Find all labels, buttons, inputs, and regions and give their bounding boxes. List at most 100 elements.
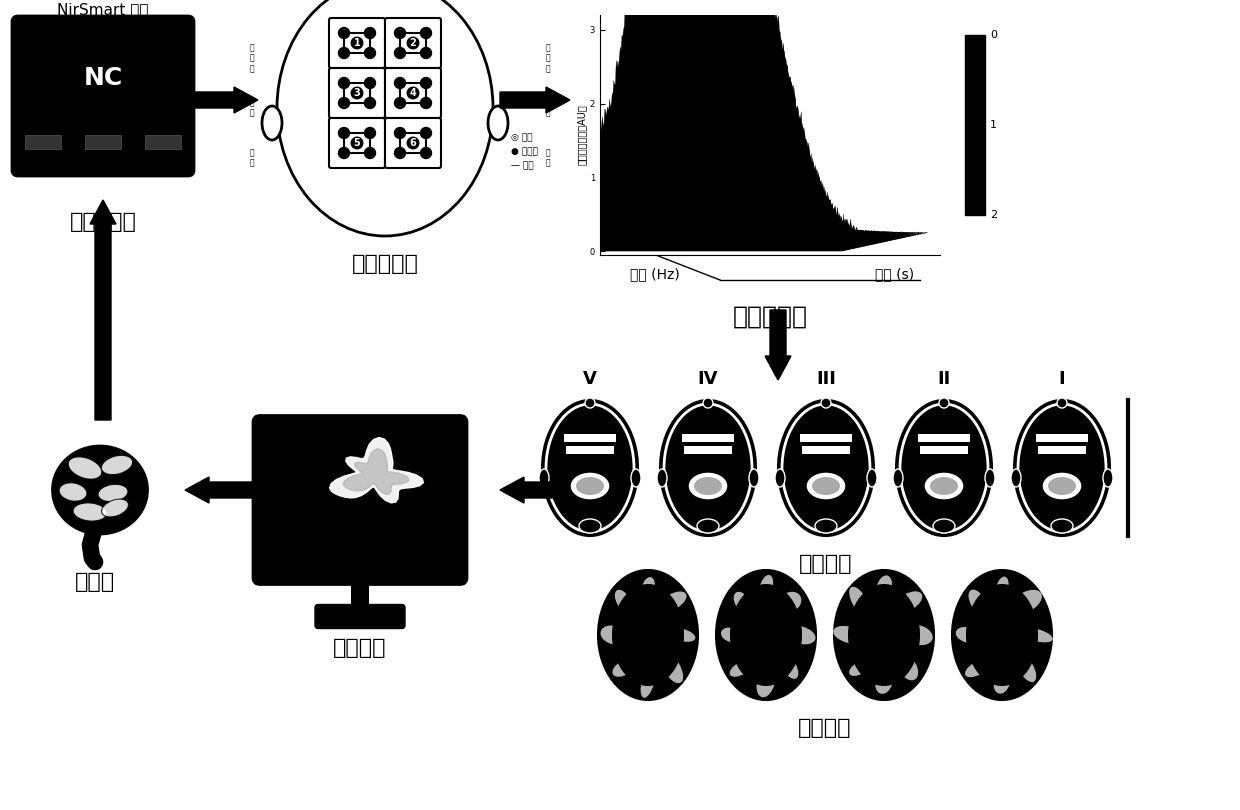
FancyArrow shape bbox=[185, 477, 255, 503]
Ellipse shape bbox=[815, 519, 837, 533]
Polygon shape bbox=[343, 449, 409, 495]
Text: 6: 6 bbox=[409, 138, 417, 148]
Ellipse shape bbox=[1014, 400, 1110, 536]
Circle shape bbox=[339, 147, 350, 159]
Ellipse shape bbox=[897, 400, 992, 536]
Text: 时间 (s): 时间 (s) bbox=[875, 267, 915, 281]
Ellipse shape bbox=[613, 659, 635, 677]
Ellipse shape bbox=[730, 659, 754, 676]
Circle shape bbox=[394, 147, 405, 159]
Bar bbox=[918, 434, 970, 442]
Circle shape bbox=[420, 28, 432, 39]
Ellipse shape bbox=[102, 455, 133, 475]
Text: 2: 2 bbox=[990, 210, 997, 220]
Text: 反馈界面: 反馈界面 bbox=[334, 637, 387, 658]
FancyArrow shape bbox=[765, 310, 791, 380]
Ellipse shape bbox=[730, 584, 802, 686]
Ellipse shape bbox=[734, 592, 750, 612]
Ellipse shape bbox=[812, 477, 839, 495]
Ellipse shape bbox=[904, 625, 932, 645]
Circle shape bbox=[1056, 398, 1066, 408]
Bar bbox=[145, 135, 181, 149]
Bar bbox=[25, 135, 61, 149]
Circle shape bbox=[420, 127, 432, 139]
Ellipse shape bbox=[833, 626, 867, 644]
FancyBboxPatch shape bbox=[329, 18, 384, 68]
Ellipse shape bbox=[1048, 477, 1076, 495]
Ellipse shape bbox=[1011, 590, 1042, 614]
Bar bbox=[800, 434, 852, 442]
Ellipse shape bbox=[966, 584, 1038, 686]
FancyBboxPatch shape bbox=[384, 68, 441, 118]
FancyBboxPatch shape bbox=[384, 18, 441, 68]
Ellipse shape bbox=[600, 625, 627, 645]
Ellipse shape bbox=[539, 469, 549, 487]
Ellipse shape bbox=[985, 469, 994, 487]
Ellipse shape bbox=[849, 660, 870, 676]
Circle shape bbox=[420, 97, 432, 109]
Ellipse shape bbox=[759, 575, 774, 602]
Text: 3: 3 bbox=[353, 88, 361, 98]
Ellipse shape bbox=[98, 484, 128, 501]
Text: 1: 1 bbox=[353, 38, 361, 48]
Text: 右
枕: 右 枕 bbox=[546, 148, 551, 168]
Circle shape bbox=[339, 78, 350, 88]
FancyBboxPatch shape bbox=[315, 604, 405, 629]
Ellipse shape bbox=[867, 469, 877, 487]
Ellipse shape bbox=[875, 670, 893, 694]
Ellipse shape bbox=[489, 106, 508, 140]
Bar bbox=[920, 446, 968, 454]
Text: 近红外设备: 近红外设备 bbox=[69, 212, 136, 232]
Ellipse shape bbox=[598, 570, 698, 700]
FancyBboxPatch shape bbox=[253, 416, 467, 585]
Ellipse shape bbox=[965, 659, 991, 677]
Ellipse shape bbox=[782, 657, 799, 679]
Ellipse shape bbox=[570, 472, 610, 500]
Text: 5: 5 bbox=[353, 138, 361, 148]
Circle shape bbox=[394, 97, 405, 109]
Ellipse shape bbox=[1042, 472, 1083, 500]
Ellipse shape bbox=[932, 519, 955, 533]
FancyBboxPatch shape bbox=[329, 68, 384, 118]
Ellipse shape bbox=[660, 400, 756, 536]
Ellipse shape bbox=[68, 457, 102, 480]
Text: 多频段信号: 多频段信号 bbox=[733, 305, 807, 329]
Ellipse shape bbox=[968, 590, 987, 614]
Text: ◎ 光源: ◎ 光源 bbox=[511, 134, 532, 143]
Text: II: II bbox=[937, 370, 951, 388]
FancyArrow shape bbox=[500, 87, 570, 113]
Ellipse shape bbox=[785, 625, 816, 645]
Ellipse shape bbox=[777, 400, 874, 536]
Ellipse shape bbox=[1016, 654, 1037, 682]
FancyBboxPatch shape bbox=[329, 118, 384, 168]
Ellipse shape bbox=[848, 584, 920, 686]
Circle shape bbox=[394, 48, 405, 58]
Circle shape bbox=[394, 78, 405, 88]
Text: 右
颞: 右 颞 bbox=[546, 98, 551, 117]
Ellipse shape bbox=[756, 666, 775, 697]
Circle shape bbox=[339, 48, 350, 58]
Text: III: III bbox=[816, 370, 836, 388]
Circle shape bbox=[420, 78, 432, 88]
Ellipse shape bbox=[875, 575, 892, 601]
Ellipse shape bbox=[720, 628, 743, 642]
Bar bbox=[565, 446, 614, 454]
Text: — 通道: — 通道 bbox=[511, 161, 533, 170]
Ellipse shape bbox=[835, 570, 934, 700]
Ellipse shape bbox=[849, 586, 870, 617]
Ellipse shape bbox=[779, 592, 801, 612]
Text: 右
前
额: 右 前 额 bbox=[546, 43, 551, 73]
Ellipse shape bbox=[657, 469, 667, 487]
Text: 脑区激活: 脑区激活 bbox=[800, 554, 853, 574]
Text: 多通道布置: 多通道布置 bbox=[352, 254, 418, 274]
Bar bbox=[1038, 446, 1086, 454]
Circle shape bbox=[394, 127, 405, 139]
Text: 功能连接: 功能连接 bbox=[799, 718, 852, 738]
Circle shape bbox=[339, 127, 350, 139]
Circle shape bbox=[585, 398, 595, 408]
Text: 受试者: 受试者 bbox=[74, 572, 115, 592]
Ellipse shape bbox=[670, 629, 696, 642]
Circle shape bbox=[365, 28, 376, 39]
Y-axis label: 小波变换幅値（AU）: 小波变换幅値（AU） bbox=[577, 104, 587, 165]
Ellipse shape bbox=[894, 591, 923, 612]
